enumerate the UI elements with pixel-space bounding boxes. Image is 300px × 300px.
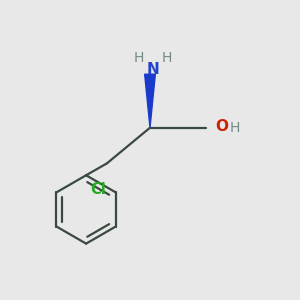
Text: H: H (162, 51, 172, 65)
Text: O: O (215, 119, 228, 134)
Text: Cl: Cl (90, 182, 106, 197)
Text: H: H (230, 121, 241, 135)
Text: N: N (147, 62, 159, 77)
Text: H: H (134, 51, 144, 65)
Polygon shape (145, 74, 155, 128)
